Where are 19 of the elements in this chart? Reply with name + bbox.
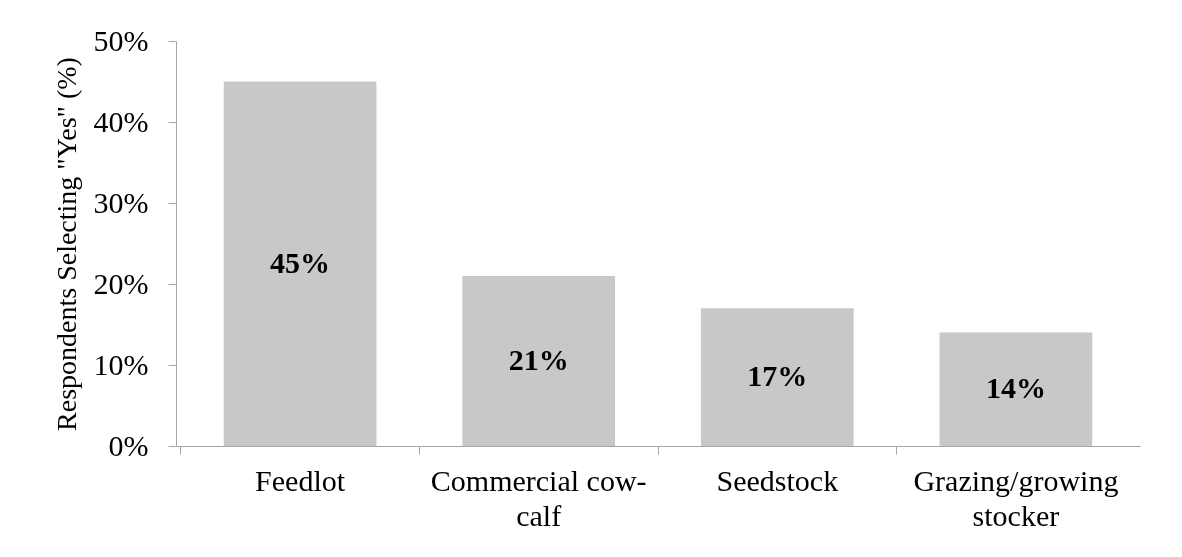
data-label: 21% [508, 342, 569, 376]
x-tick-label: Commercial cow-calf [430, 463, 647, 532]
y-tick-label: 0% [108, 428, 149, 462]
data-label: 17% [747, 359, 808, 393]
data-label: 45% [270, 245, 331, 279]
bar [700, 308, 854, 446]
y-tick-label: 20% [93, 266, 149, 300]
y-axis-title: Respondents Selecting "Yes" (%) [50, 57, 82, 431]
bar [223, 81, 377, 446]
y-tick-label: 40% [93, 104, 149, 138]
y-tick-label: 10% [93, 347, 149, 381]
data-label: 14% [985, 371, 1046, 405]
bar [462, 275, 616, 446]
y-tick-label: 50% [93, 23, 149, 57]
x-tick-label: Seedstock [716, 463, 839, 497]
bar [939, 332, 1093, 446]
y-tick-label: 30% [93, 185, 149, 219]
x-tick-label: Feedlot [255, 463, 346, 497]
x-tick-label: Grazing/growing stocker [913, 463, 1119, 532]
